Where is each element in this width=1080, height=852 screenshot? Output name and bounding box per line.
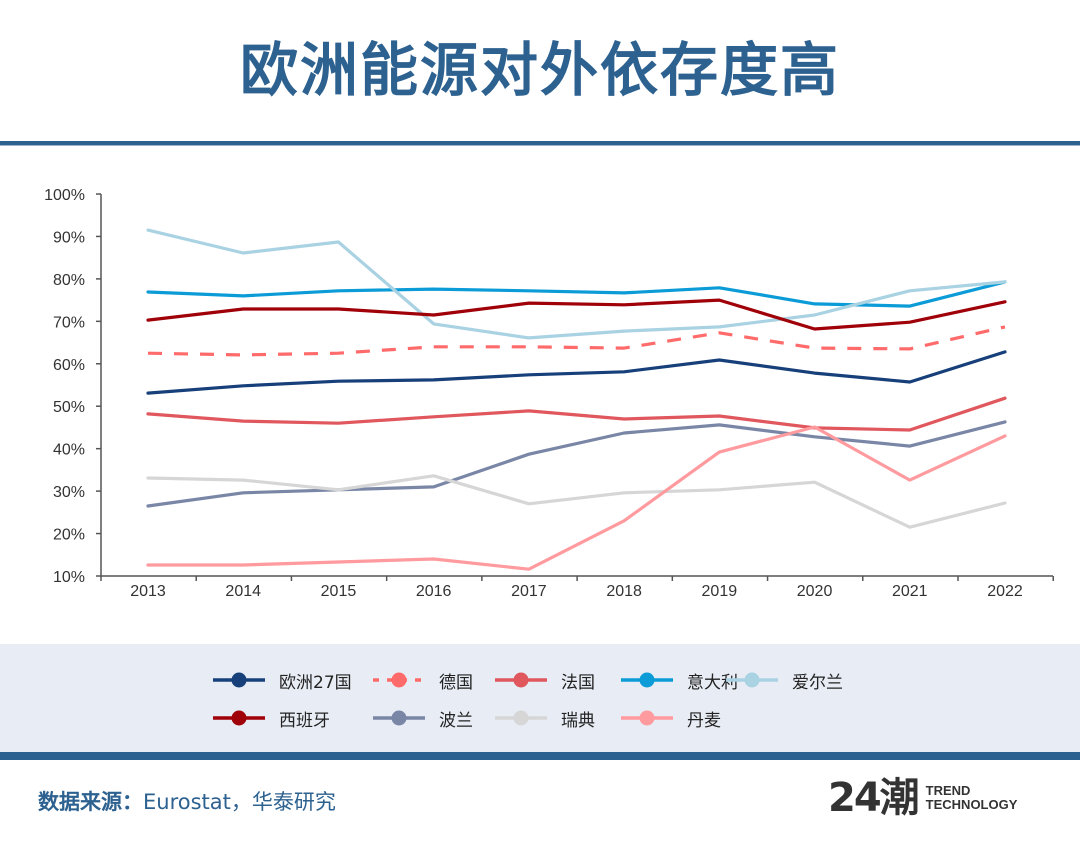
legend-label: 西班牙 bbox=[279, 710, 330, 731]
y-tick-label: 40% bbox=[53, 442, 85, 459]
x-tick-label: 2019 bbox=[702, 583, 738, 600]
page-title: 欧洲能源对外依存度高 bbox=[239, 36, 840, 104]
x-tick-label: 2020 bbox=[797, 583, 833, 600]
legend-swatch-icon bbox=[495, 672, 547, 688]
series-line-8 bbox=[146, 425, 1007, 571]
y-tick-label: 20% bbox=[53, 527, 85, 544]
logo-words: TREND TECHNOLOGY bbox=[926, 784, 1018, 812]
series-line-6 bbox=[146, 420, 1007, 508]
footer-divider bbox=[0, 752, 1080, 760]
legend-item: 法国 bbox=[495, 668, 595, 693]
legend-swatch-icon bbox=[373, 710, 425, 726]
x-tick-label: 2017 bbox=[511, 583, 547, 600]
legend: 欧洲27国 德国 法国 意大利 爱尔兰西班牙 波兰 瑞典 丹麦 bbox=[0, 644, 1080, 752]
x-tick-label: 2016 bbox=[416, 583, 452, 600]
x-tick-label: 2014 bbox=[225, 583, 261, 600]
source-note: 数据来源：Eurostat，华泰研究 bbox=[38, 786, 336, 816]
series-line-3 bbox=[146, 280, 1007, 308]
legend-item: 波兰 bbox=[373, 706, 473, 731]
legend-item: 爱尔兰 bbox=[726, 668, 843, 693]
legend-item: 瑞典 bbox=[495, 706, 595, 731]
series-line-1 bbox=[147, 325, 1006, 357]
logo-mark: 24潮 bbox=[828, 775, 920, 821]
series-line-0 bbox=[146, 350, 1007, 395]
source-text: Eurostat，华泰研究 bbox=[143, 790, 336, 814]
y-tick-label: 10% bbox=[53, 569, 85, 586]
series-line-4 bbox=[146, 228, 1007, 340]
legend-label: 丹麦 bbox=[687, 710, 721, 731]
series-line-7 bbox=[146, 474, 1007, 529]
x-tick-label: 2013 bbox=[130, 583, 166, 600]
legend-label: 德国 bbox=[439, 672, 473, 693]
series-line-5 bbox=[146, 298, 1007, 331]
legend-label: 波兰 bbox=[439, 710, 473, 731]
legend-swatch-icon bbox=[213, 710, 265, 726]
legend-item: 意大利 bbox=[621, 668, 738, 693]
legend-item: 西班牙 bbox=[213, 706, 330, 731]
y-tick-label: 80% bbox=[53, 272, 85, 289]
legend-label: 欧洲27国 bbox=[279, 672, 352, 693]
brand-logo: 24潮 TREND TECHNOLOGY bbox=[828, 778, 1017, 818]
y-tick-label: 60% bbox=[53, 357, 85, 374]
legend-label: 意大利 bbox=[687, 672, 738, 693]
y-tick-label: 30% bbox=[53, 484, 85, 501]
legend-swatch-icon bbox=[495, 710, 547, 726]
line-chart: 10% 20% 30% 40% 50% 60% 70% 80% 90% 100% 2013 2014 2… bbox=[44, 187, 1054, 600]
legend-swatch-icon bbox=[726, 672, 778, 688]
legend-item: 丹麦 bbox=[621, 706, 721, 731]
x-tick-label: 2015 bbox=[321, 583, 357, 600]
legend-label: 法国 bbox=[561, 672, 595, 693]
y-tick-label: 50% bbox=[53, 399, 85, 416]
legend-label: 爱尔兰 bbox=[792, 672, 843, 693]
legend-swatch-icon bbox=[621, 672, 673, 688]
legend-swatch-icon bbox=[373, 672, 425, 688]
logo-line-2: TECHNOLOGY bbox=[925, 797, 1018, 812]
chart-axes bbox=[96, 193, 1054, 581]
x-tick-label: 2021 bbox=[892, 583, 928, 600]
legend-label: 瑞典 bbox=[561, 710, 595, 731]
x-tick-label: 2022 bbox=[987, 583, 1023, 600]
y-tick-label: 90% bbox=[53, 229, 85, 246]
chart-tick-labels: 10% 20% 30% 40% 50% 60% 70% 80% 90% 100% 2013 2014 2… bbox=[44, 187, 1023, 600]
chart-series bbox=[146, 228, 1007, 571]
legend-item: 欧洲27国 bbox=[213, 668, 352, 693]
header-divider-accent bbox=[0, 145, 1080, 146]
y-tick-label: 70% bbox=[53, 314, 85, 331]
series-line-2 bbox=[146, 396, 1007, 432]
legend-swatch-icon bbox=[213, 672, 265, 688]
source-label: 数据来源： bbox=[38, 790, 143, 814]
header-divider bbox=[0, 141, 1080, 145]
x-tick-label: 2018 bbox=[606, 583, 642, 600]
legend-swatch-icon bbox=[621, 710, 673, 726]
y-tick-label: 100% bbox=[44, 187, 85, 204]
logo-line-1: TREND bbox=[925, 783, 971, 798]
legend-item: 德国 bbox=[373, 668, 473, 693]
